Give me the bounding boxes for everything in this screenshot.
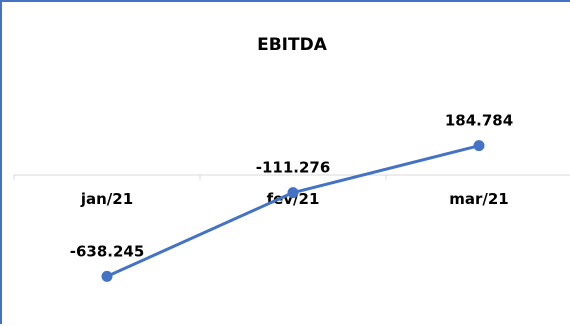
x-tick-label: fev/21 xyxy=(267,190,320,208)
data-label: 184.784 xyxy=(445,112,513,130)
labels-layer: -638.245 -111.276 184.784 xyxy=(70,112,513,261)
data-label: -638.245 xyxy=(70,242,145,260)
chart-title: EBITDA xyxy=(257,35,328,55)
data-point xyxy=(287,187,299,199)
x-tick-label: jan/21 xyxy=(80,190,133,208)
x-tick-label: mar/21 xyxy=(449,190,509,208)
data-point xyxy=(473,140,485,152)
data-point xyxy=(101,270,113,282)
points-layer xyxy=(101,140,485,282)
data-label: -111.276 xyxy=(256,159,331,177)
axis-layer: jan/21 fev/21 mar/21 xyxy=(13,174,570,208)
